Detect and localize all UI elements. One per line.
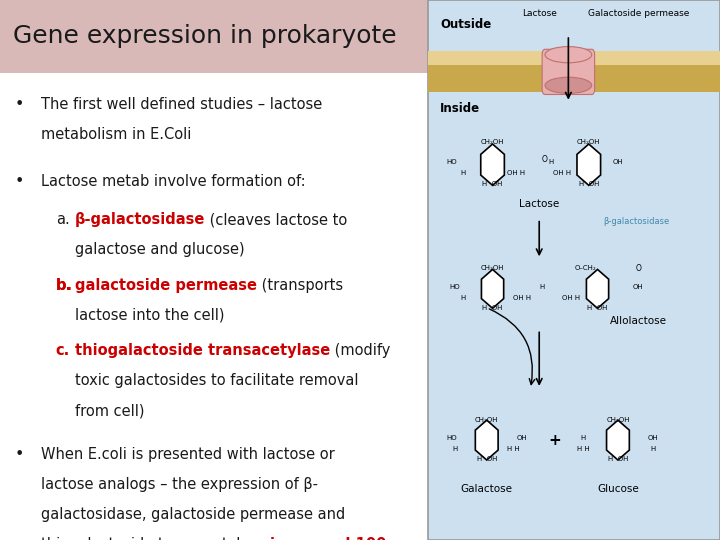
Text: c.: c. <box>55 343 70 358</box>
Text: OH H: OH H <box>513 295 531 301</box>
Text: CH₂OH: CH₂OH <box>606 417 630 423</box>
FancyBboxPatch shape <box>428 0 720 540</box>
Text: b.: b. <box>55 278 82 293</box>
Text: OH H: OH H <box>507 170 525 176</box>
Text: OH: OH <box>516 435 527 442</box>
Text: H  OH: H OH <box>477 456 497 462</box>
Text: CH₂OH: CH₂OH <box>481 139 504 145</box>
Text: Gene expression in prokaryote: Gene expression in prokaryote <box>13 24 397 49</box>
Text: thiogalactoside transacetylase: thiogalactoside transacetylase <box>41 537 271 540</box>
Text: Inside: Inside <box>440 102 480 114</box>
Text: Outside: Outside <box>440 18 491 31</box>
Text: from cell): from cell) <box>75 403 145 418</box>
Text: When E.coli is presented with lactose or: When E.coli is presented with lactose or <box>41 447 335 462</box>
Polygon shape <box>577 144 600 185</box>
Text: •: • <box>15 447 24 462</box>
Text: lactose into the cell): lactose into the cell) <box>75 308 225 323</box>
Text: The first well defined studies – lactose: The first well defined studies – lactose <box>41 97 322 112</box>
Text: H  OH: H OH <box>588 305 608 311</box>
Text: H: H <box>539 284 545 291</box>
Text: OH: OH <box>633 284 644 291</box>
Polygon shape <box>606 420 629 460</box>
Text: +: + <box>549 433 562 448</box>
Text: Galactoside permease: Galactoside permease <box>588 9 689 18</box>
Text: HO: HO <box>446 435 457 442</box>
Text: Lactose: Lactose <box>519 199 559 208</box>
Text: Lactose metab involve formation of:: Lactose metab involve formation of: <box>41 174 305 189</box>
Text: Lactose: Lactose <box>522 9 557 18</box>
Text: galactoside permease: galactoside permease <box>75 278 257 293</box>
Ellipse shape <box>545 46 592 63</box>
Ellipse shape <box>545 77 592 93</box>
Text: Glucose: Glucose <box>597 484 639 494</box>
Text: (modify: (modify <box>330 343 390 358</box>
Text: galactose and glucose): galactose and glucose) <box>75 242 245 258</box>
Text: CH₂OH: CH₂OH <box>481 265 504 272</box>
Text: OH H: OH H <box>554 170 572 176</box>
FancyBboxPatch shape <box>0 0 428 73</box>
Text: H: H <box>548 159 554 165</box>
Text: b.: b. <box>55 278 72 293</box>
Text: Allolactose: Allolactose <box>610 316 667 326</box>
Polygon shape <box>586 269 608 308</box>
Text: lactose analogs – the expression of β-: lactose analogs – the expression of β- <box>41 477 318 492</box>
Text: Galactose: Galactose <box>461 484 513 494</box>
Text: O–CH₂: O–CH₂ <box>575 265 597 272</box>
FancyBboxPatch shape <box>542 49 595 94</box>
Text: H: H <box>461 170 466 176</box>
Polygon shape <box>481 144 504 185</box>
Text: increased 100: increased 100 <box>271 537 387 540</box>
Text: O: O <box>542 155 548 164</box>
Text: (cleaves lactose to: (cleaves lactose to <box>205 212 348 227</box>
Text: OH H: OH H <box>562 295 580 301</box>
Text: H: H <box>452 446 457 453</box>
Text: H  OH: H OH <box>482 305 503 311</box>
Text: H  OH: H OH <box>482 180 503 187</box>
Text: H  OH: H OH <box>608 456 628 462</box>
Polygon shape <box>475 420 498 460</box>
Text: metabolism in E.Coli: metabolism in E.Coli <box>41 127 191 143</box>
Text: OH: OH <box>647 435 658 442</box>
Text: β-galactosidase: β-galactosidase <box>603 217 670 226</box>
Polygon shape <box>482 269 504 308</box>
Text: H: H <box>650 446 655 453</box>
Text: CH₂OH: CH₂OH <box>475 417 498 423</box>
Text: (transports: (transports <box>257 278 343 293</box>
Text: OH: OH <box>613 159 624 165</box>
Text: H: H <box>580 435 585 442</box>
Text: O: O <box>636 264 642 273</box>
Text: thiogalactoside transacetylase: thiogalactoside transacetylase <box>75 343 330 358</box>
Text: •: • <box>15 174 24 189</box>
Text: HO: HO <box>449 284 460 291</box>
Text: galactosidase, galactoside permease and: galactosidase, galactoside permease and <box>41 507 345 522</box>
Text: a.: a. <box>55 212 69 227</box>
Text: CH₂OH: CH₂OH <box>577 139 600 145</box>
Text: toxic galactosides to facilitate removal: toxic galactosides to facilitate removal <box>75 373 359 388</box>
Text: β-galactosidase: β-galactosidase <box>75 212 205 227</box>
Text: H  OH: H OH <box>579 180 599 187</box>
Text: HO: HO <box>446 159 457 165</box>
FancyBboxPatch shape <box>428 51 720 92</box>
Text: H H: H H <box>577 446 590 453</box>
Text: •: • <box>15 97 24 112</box>
FancyBboxPatch shape <box>428 51 720 65</box>
Text: H: H <box>461 295 466 301</box>
Text: H H: H H <box>507 446 519 453</box>
